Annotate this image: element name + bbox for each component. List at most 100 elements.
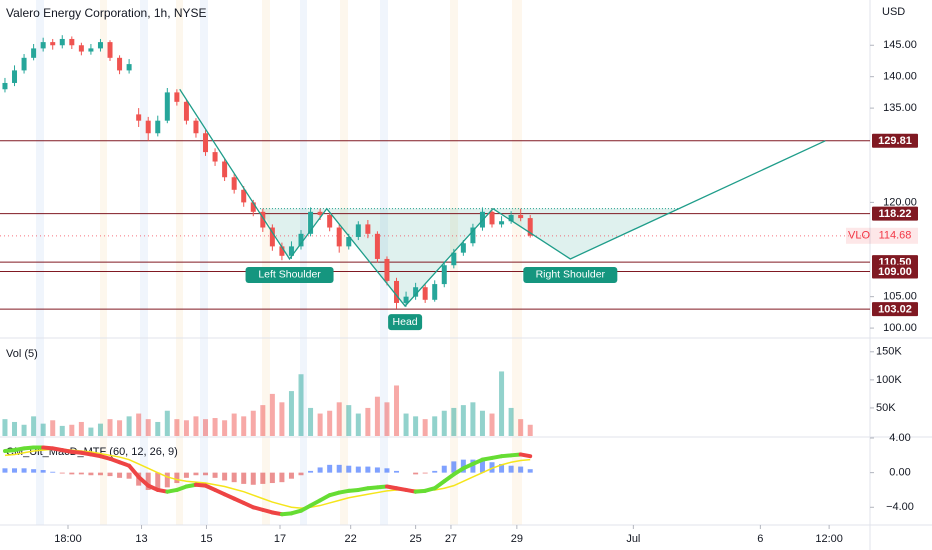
candle-body: [432, 284, 438, 300]
histogram-bar: [489, 462, 495, 473]
histogram-bar: [222, 472, 228, 481]
volume-bar: [451, 407, 457, 436]
histogram-bar: [12, 468, 18, 473]
histogram-bar: [231, 472, 237, 483]
volume-bar: [413, 416, 419, 436]
macd-segment: [518, 452, 533, 459]
last-price-name-box: [846, 227, 872, 244]
last-price-box: [872, 227, 918, 244]
histogram-bar: [164, 472, 170, 488]
histogram-bar: [212, 472, 218, 478]
volume-bar: [346, 405, 352, 436]
histogram-bar: [107, 472, 113, 477]
histogram-bar: [279, 472, 285, 483]
histogram-bar: [451, 461, 457, 473]
histogram-bar: [298, 472, 304, 476]
pattern-line: [179, 88, 826, 308]
candle-body: [451, 252, 457, 266]
candle-body: [508, 214, 514, 222]
candle-body: [50, 42, 56, 46]
histogram-bar: [269, 472, 275, 484]
volume-bar: [279, 402, 285, 436]
candle-body: [518, 214, 524, 219]
volume-bar: [394, 385, 400, 436]
candle-body: [327, 214, 333, 228]
candle-body: [136, 114, 142, 121]
volume-bar: [518, 419, 524, 436]
x-tick-label: 15: [200, 533, 212, 545]
macd-segment: [127, 463, 141, 479]
histogram-bar: [508, 465, 514, 473]
annotation-box: [388, 314, 423, 331]
x-tick-label: 18:00: [54, 533, 82, 545]
level-label: 129.81: [878, 135, 912, 147]
histogram-bar: [413, 472, 419, 475]
candle-body: [346, 236, 352, 247]
volume-bar: [441, 410, 447, 436]
volume-bar: [479, 410, 485, 436]
volume-bar: [59, 425, 65, 436]
candle-body: [78, 45, 84, 52]
volume-bar: [241, 416, 247, 436]
candle-body: [460, 243, 466, 253]
level-label: 118.22: [878, 208, 911, 220]
signal-line: [4, 448, 531, 509]
y-tick-label: 100K: [876, 374, 902, 386]
macd-segment: [136, 474, 151, 488]
candle-body: [298, 233, 304, 247]
candle-body: [413, 287, 419, 297]
histogram-bar: [145, 472, 151, 490]
level-label-box: [872, 133, 918, 148]
y-tick-label: 100.00: [883, 322, 917, 334]
candle-body: [21, 57, 27, 71]
histogram-bar: [308, 470, 314, 473]
level-label-box: [872, 264, 918, 279]
volume-bar: [12, 421, 18, 436]
histogram-bar: [394, 470, 400, 473]
x-tick-label: 29: [511, 533, 523, 545]
candle-body: [394, 280, 400, 303]
candle-body: [183, 101, 189, 121]
candle-body: [174, 92, 180, 102]
annotation-box: [245, 266, 334, 283]
volume-bar: [460, 405, 466, 436]
histogram-bar: [97, 472, 103, 476]
annotation: Left Shoulder: [258, 269, 321, 281]
x-tick-label: 17: [274, 533, 286, 545]
candle-body: [231, 177, 237, 190]
volume-bar: [78, 421, 84, 436]
volume-bar: [164, 410, 170, 436]
volume-bar: [107, 419, 113, 436]
y-tick-label: 145.00: [883, 39, 917, 51]
volume-bar: [355, 413, 361, 436]
x-tick-label: 13: [135, 533, 147, 545]
candle-body: [288, 246, 294, 256]
volume-bar: [403, 413, 409, 436]
candle-body: [241, 189, 247, 203]
volume-bar: [203, 419, 209, 436]
candle-body: [499, 221, 505, 225]
candle-body: [164, 92, 170, 121]
volume-bar: [222, 420, 228, 436]
histogram-bar: [250, 472, 256, 485]
volume-bar: [470, 402, 476, 436]
volume-bar: [260, 405, 266, 436]
histogram-bar: [174, 472, 180, 484]
x-tick-label: 22: [345, 533, 357, 545]
volume-bar: [489, 413, 495, 436]
volume-bar: [21, 424, 27, 436]
histogram-bar: [155, 472, 161, 490]
volume-bar: [365, 407, 371, 436]
level-label: 103.02: [878, 304, 912, 316]
volume-bar: [288, 391, 294, 436]
candle-body: [69, 38, 75, 46]
volume-bar: [174, 419, 180, 436]
y-tick-label: 0.00: [889, 467, 910, 479]
candle-body: [317, 211, 323, 215]
volume-bar: [298, 374, 304, 436]
volume-bar: [508, 407, 514, 436]
candle-body: [222, 161, 228, 178]
level-label-box: [872, 302, 918, 317]
x-tick-label: 27: [445, 533, 457, 545]
